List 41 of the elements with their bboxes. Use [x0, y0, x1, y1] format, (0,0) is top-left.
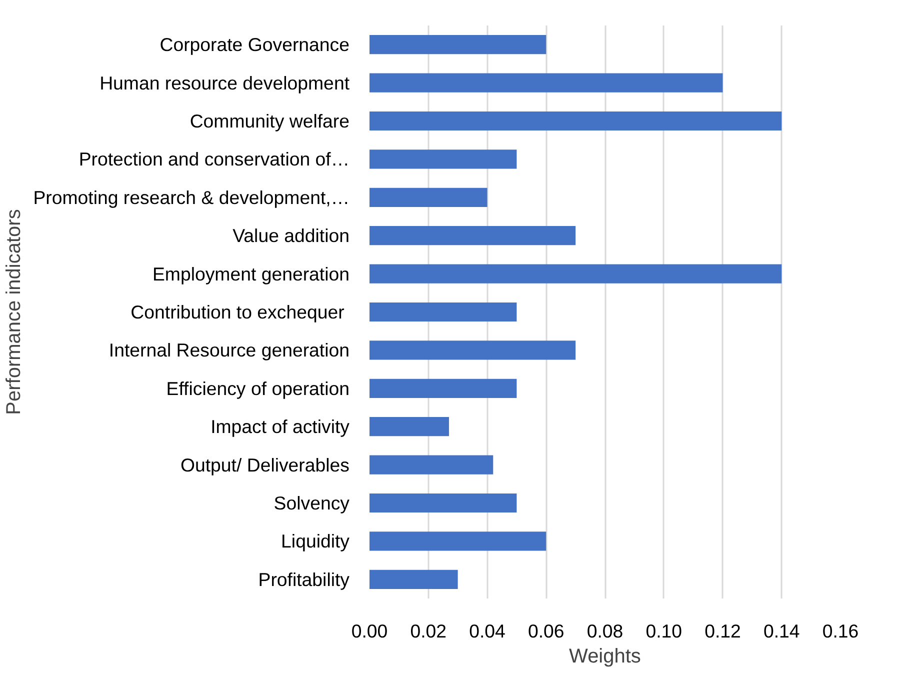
y-axis-title: Performance indicators — [3, 209, 26, 415]
x-tick-label: 0.04 — [469, 620, 506, 642]
x-axis-title: Weights — [569, 646, 641, 668]
y-tick-label: Output/ Deliverables — [180, 454, 350, 476]
y-tick-label: Promoting research & development,… — [33, 186, 350, 208]
x-tick-label: 0.14 — [763, 620, 800, 642]
bar — [370, 302, 517, 322]
y-tick-label: Impact of activity — [210, 416, 350, 438]
y-tick-label: Employment generation — [152, 263, 350, 284]
y-tick-label: Value addition — [232, 225, 350, 246]
bar — [370, 264, 782, 284]
bar — [370, 111, 782, 131]
x-tick-label: 0.08 — [586, 620, 624, 642]
y-tick-label: Contribution to exchequer — [130, 302, 344, 322]
x-tick-label: 0.10 — [646, 620, 682, 642]
bar — [370, 455, 494, 474]
bar — [370, 417, 449, 436]
bar — [370, 73, 723, 92]
y-tick-label: Community welfare — [190, 110, 350, 132]
x-tick-label: 0.16 — [822, 620, 859, 642]
x-tick-label: 0.02 — [410, 620, 447, 642]
y-tick-label: Corporate Governance — [160, 34, 350, 56]
x-tick-label: 0.12 — [704, 620, 741, 642]
y-tick-label: Liquidity — [281, 530, 350, 552]
bar — [370, 378, 517, 398]
bar — [370, 532, 546, 551]
x-tick-label: 0.00 — [351, 620, 388, 642]
y-tick-label: Human resource development — [100, 72, 350, 94]
y-tick-label: Profitability — [258, 568, 350, 590]
y-tick-label: Efficiency of operation — [166, 378, 350, 399]
bar — [370, 493, 517, 513]
bar — [370, 188, 488, 207]
y-tick-label: Protection and conservation of… — [78, 148, 350, 170]
y-tick-label: Solvency — [274, 492, 350, 514]
bar — [370, 340, 576, 360]
bar — [370, 150, 517, 169]
x-tick-label: 0.06 — [528, 620, 564, 642]
y-tick-label: Internal Resource generation — [108, 340, 350, 361]
bar — [370, 35, 546, 54]
bar — [370, 226, 576, 246]
bar — [370, 570, 458, 589]
